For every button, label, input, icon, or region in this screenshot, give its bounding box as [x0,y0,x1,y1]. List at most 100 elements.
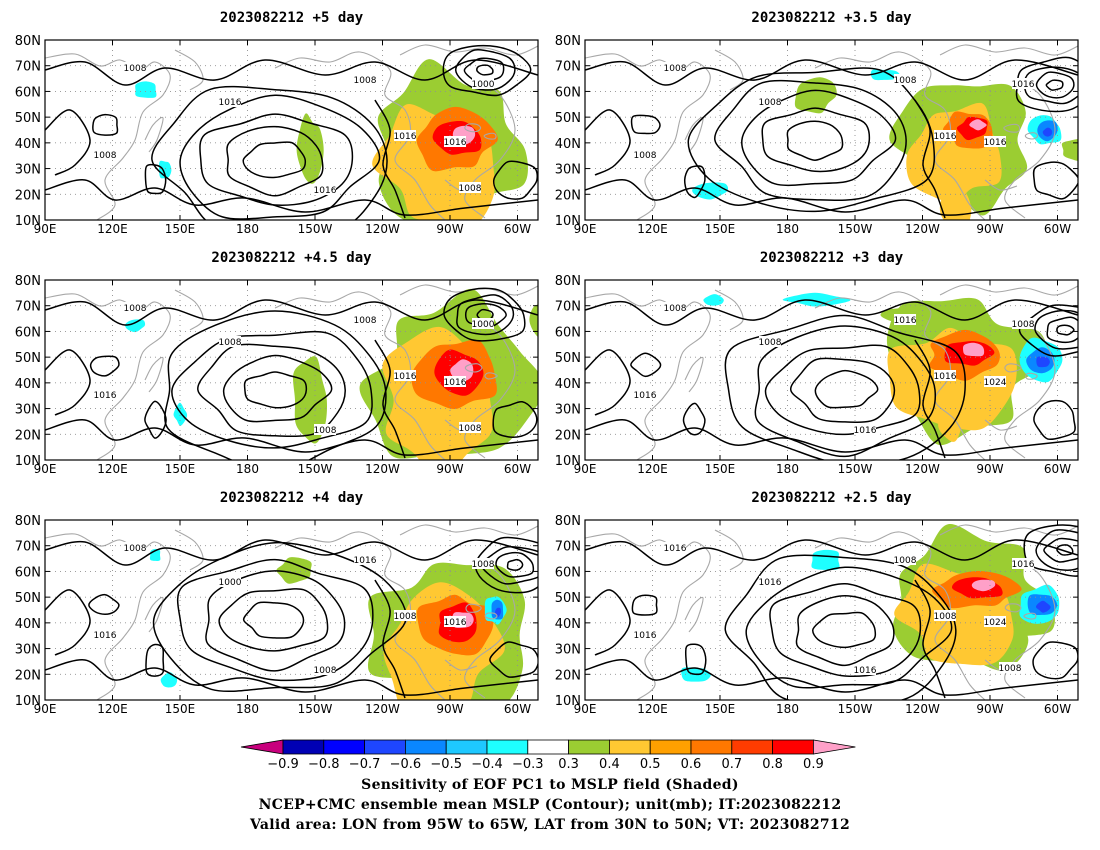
contour-label: 1016 [634,391,657,401]
lat-tick-label: 20N [15,668,41,683]
contour-line [1035,529,1078,571]
contour-line [1032,641,1078,680]
contour-label: 1016 [894,316,917,326]
contour-label-bg [984,376,1006,387]
contour-label-bg [664,62,686,73]
contour-label-bg [854,424,876,435]
coastline [1024,132,1039,140]
contour-line [585,109,631,176]
lon-tick-label: 150W [298,462,333,476]
lon-tick-label: 180 [236,462,259,476]
shade-region [782,292,851,307]
contour-line [790,357,896,423]
lon-tick-label: 90W [976,462,1003,476]
panel-title: 2023082212 +3 day [760,250,904,266]
contour-line [683,165,706,199]
colorbar-tick-label: 0.6 [681,757,702,772]
map-frame [584,279,1079,461]
footer-line-3: Valid area: LON from 95W to 65W, LAT fro… [249,817,851,833]
contour-line [45,179,538,216]
shade-region [430,158,459,220]
lon-tick-label: 150E [165,462,196,476]
contour-line [164,310,387,460]
contour-line [456,294,515,336]
coastline [814,291,986,460]
panel-title: 2023082212 +5 day [220,10,364,26]
contour-line [218,588,329,652]
shade-region [1042,127,1053,137]
map-panel: 2023082212 +4.5 day 1008 1008 1000 1008 1016 1… [15,250,539,476]
coastline [465,603,482,613]
lon-tick-label: 60W [1044,462,1071,476]
panel-title: 2023082212 +4 day [220,490,364,506]
contour-line [1023,524,1078,577]
contour-line [786,120,844,161]
shade-region [450,359,474,382]
contour-line [89,355,120,377]
contour-label: 1016 [854,426,877,436]
lon-tick-label: 180 [236,222,259,236]
shade-region [939,177,972,220]
contour-label: 1008 [472,560,495,570]
lat-tick-label: 50N [15,351,41,366]
lat-tick-label: 50N [555,351,581,366]
contour-label-bg [934,130,956,141]
contour-label: 1008 [894,76,917,86]
contour-label: 1000 [219,578,242,588]
coastline [1004,603,1022,613]
lat-tick-label: 60N [555,325,581,340]
lat-tick-label: 60N [555,565,581,580]
coastline [144,596,164,633]
contour-line [585,179,1078,216]
lon-tick-label: 60W [504,462,531,476]
lon-tick-label: 120W [365,702,400,716]
colorbar-arrow-min [240,739,284,755]
colorbar-segment [486,739,529,755]
contour-label-bg [634,149,656,160]
coastline [1025,372,1038,380]
lon-tick-label: 150W [298,222,333,236]
colorbar-segment [364,739,406,755]
coastline [939,284,1078,296]
contour-label: 1008 [354,76,377,86]
mslp-contours [585,524,1078,700]
contour-label-bg [124,302,146,313]
contour-line [1056,544,1074,556]
contour-label: 1016 [1012,80,1035,90]
coastline [45,293,171,460]
contour-line [631,594,658,616]
coastline [714,289,744,331]
colorbar-segment [731,739,773,755]
lon-tick-label: 120W [905,222,940,236]
contour-line [682,402,706,436]
contour-label: 1016 [94,631,117,641]
lon-tick-label: 120E [637,462,668,476]
contour-line [144,400,167,439]
contour-label-bg [394,370,416,381]
mslp-contours [45,287,538,460]
contour-label: 1016 [94,391,117,401]
contour-label: 1016 [314,186,337,196]
contour-label: 1008 [664,64,687,74]
contour-line [1033,399,1076,441]
lon-tick-label: 150E [705,222,736,236]
contour-line [585,349,631,416]
contour-label-bg [394,130,416,141]
lat-tick-label: 20N [15,428,41,443]
contour-label-bg [219,576,241,587]
lon-tick-label: 180 [776,462,799,476]
contour-label: 1016 [394,372,417,382]
contour-line [814,369,879,409]
map-frame [584,39,1079,221]
contour-line [45,349,91,416]
colorbar-segment [527,739,569,755]
contour-label: 1008 [634,151,657,161]
contour-label-bg [472,78,494,89]
contour-label: 1008 [1012,320,1035,330]
colorbar-tick-label: −0.9 [267,757,299,772]
contour-label: 1016 [219,98,242,108]
colorbar-segment [445,739,488,755]
contour-label: 1016 [854,666,877,676]
shade-region [937,375,963,442]
coastline [1004,79,1056,219]
